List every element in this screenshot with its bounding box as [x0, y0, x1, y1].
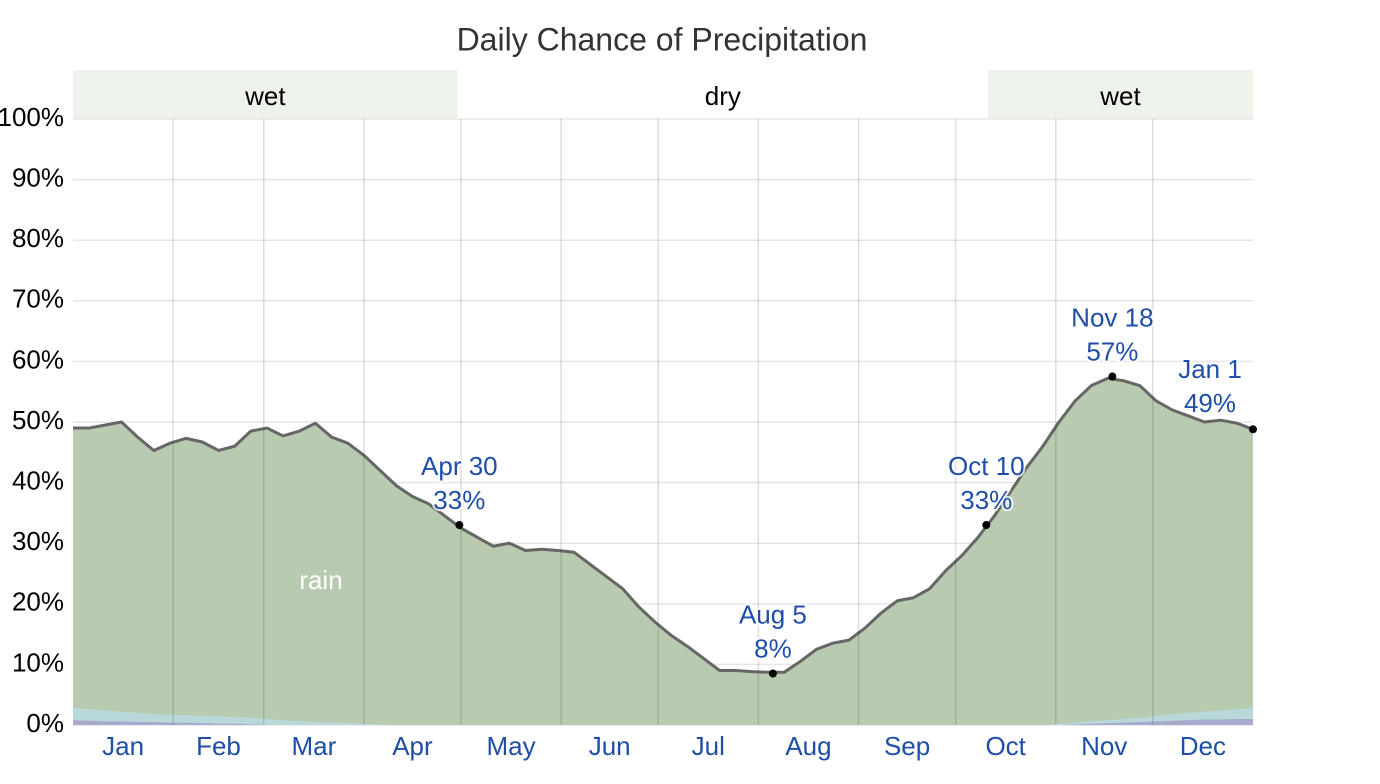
season-band [457, 70, 988, 119]
y-tick-label: 40% [12, 465, 64, 495]
x-tick-label: Dec [1180, 731, 1226, 761]
y-tick-label: 0% [26, 708, 64, 738]
annotation-point [982, 521, 991, 530]
season-band [73, 70, 458, 119]
y-tick-label: 80% [12, 223, 64, 253]
x-tick-label: Apr [392, 731, 433, 761]
annotation-label: Nov 18 [1071, 302, 1153, 332]
x-tick-label: May [486, 731, 535, 761]
annotation-point [1249, 425, 1257, 434]
y-tick-label: 20% [12, 587, 64, 617]
area-label: rain [299, 565, 342, 595]
annotation-point [768, 669, 777, 678]
y-tick-label: 100% [0, 102, 64, 132]
x-tick-label: Mar [291, 731, 336, 761]
annotation-value: 33% [960, 485, 1012, 515]
x-tick-label: Oct [985, 731, 1026, 761]
season-label: wet [1099, 81, 1141, 111]
annotation-value: 57% [1086, 336, 1138, 366]
x-tick-label: Jun [589, 731, 631, 761]
annotation-label: Aug 5 [739, 599, 807, 629]
season-label: dry [705, 81, 741, 111]
annotation-value: 49% [1184, 388, 1236, 418]
season-label: wet [244, 81, 286, 111]
x-tick-label: Nov [1081, 731, 1127, 761]
y-tick-label: 30% [12, 526, 64, 556]
line [73, 376, 1254, 674]
annotation-value: 33% [433, 485, 485, 515]
y-tick-label: 10% [12, 647, 64, 677]
y-tick-label: 70% [12, 284, 64, 314]
chart-title: Daily Chance of Precipitation [457, 21, 868, 57]
y-tick-label: 60% [12, 344, 64, 374]
annotation-point [1108, 372, 1117, 381]
y-tick-label: 50% [12, 405, 64, 435]
season-band [987, 70, 1253, 119]
x-tick-label: Sep [884, 731, 930, 761]
annotation-point [455, 521, 464, 530]
annotation-value: 8% [754, 633, 792, 663]
y-tick-label: 90% [12, 162, 64, 192]
area [73, 718, 1253, 725]
x-tick-label: Aug [785, 731, 831, 761]
x-tick-label: Jul [692, 731, 725, 761]
area [73, 378, 1253, 725]
x-tick-label: Jan [102, 731, 144, 761]
annotation-label: Oct 10 [948, 451, 1025, 481]
annotation-label: Jan 1 [1178, 354, 1242, 384]
x-tick-label: Feb [196, 731, 241, 761]
annotation-label: Apr 30 [421, 451, 498, 481]
